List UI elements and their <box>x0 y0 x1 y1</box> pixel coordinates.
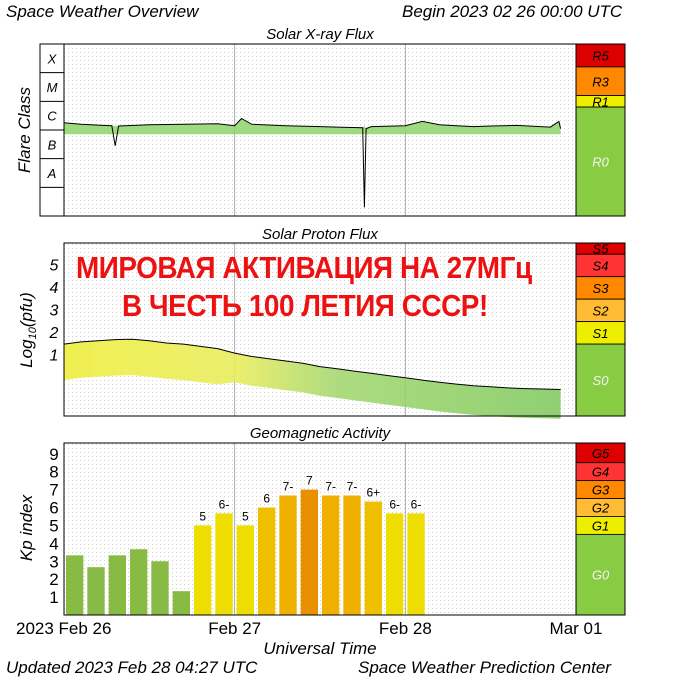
kp-tick-5: 5 <box>49 516 58 535</box>
proton-tick-5: 5 <box>50 257 59 274</box>
proton-tick-4: 4 <box>50 280 59 297</box>
kp-bar-label: 7 <box>306 474 313 488</box>
scale-segment-r0 <box>575 106 626 217</box>
scale-label-g0: G0 <box>592 568 610 583</box>
scale-label-g3: G3 <box>592 483 610 498</box>
footer-updated: Updated 2023 Feb 28 04:27 UTC <box>6 658 258 677</box>
kp-tick-7: 7 <box>49 481 58 500</box>
kp-bar <box>130 549 148 615</box>
overlay-line-1: МИРОВАЯ АКТИВАЦИЯ НА 27МГц <box>76 250 532 285</box>
kp-ylabel: Kp index <box>17 494 36 561</box>
kp-bar <box>300 489 318 615</box>
kp-tick-8: 8 <box>49 463 58 482</box>
proton-tick-2: 2 <box>49 325 59 342</box>
xray-title: Solar X-ray Flux <box>266 26 374 43</box>
scale-label-r3: R3 <box>592 74 609 89</box>
flare-class-c: C <box>47 109 57 124</box>
kp-tick-3: 3 <box>49 552 58 571</box>
kp-bar <box>343 495 361 615</box>
proton-ylabel: Log10(pfu) <box>17 292 39 368</box>
kp-bar <box>87 567 105 615</box>
scale-label-g1: G1 <box>592 518 609 533</box>
kp-bar-label: 6- <box>219 497 230 511</box>
kp-bar <box>407 513 425 615</box>
kp-tick-1: 1 <box>49 588 58 607</box>
kp-bar <box>215 513 233 615</box>
kp-bar-label: 7- <box>283 479 294 493</box>
overlay-line-2: В ЧЕСТЬ 100 ЛЕТИЯ СССР! <box>122 288 488 323</box>
kp-bar-label: 6- <box>389 497 400 511</box>
kp-bar <box>108 555 126 615</box>
kp-bar <box>66 555 84 615</box>
flare-class-b: B <box>48 137 57 152</box>
scale-label-s3: S3 <box>593 281 610 296</box>
kp-bar-label: 5 <box>242 509 249 523</box>
kp-bar <box>386 513 404 615</box>
kp-bar <box>364 501 382 615</box>
proton-flux-line <box>63 338 561 390</box>
xray-flux-line <box>63 117 562 208</box>
kp-bar-label: 5 <box>199 509 206 523</box>
flare-class-a: A <box>47 166 57 181</box>
kp-bar <box>258 507 276 615</box>
time-tick-3: Mar 01 <box>550 619 603 638</box>
scale-label-r0: R0 <box>592 155 609 170</box>
scale-segment-g0 <box>575 533 626 616</box>
proton-tick-1: 1 <box>50 347 59 364</box>
time-tick-2: Feb 28 <box>379 619 432 638</box>
kp-bar <box>151 561 169 615</box>
header-left: Space Weather Overview <box>6 2 199 21</box>
kp-bar <box>236 525 254 615</box>
time-axis-title: Universal Time <box>263 639 376 658</box>
kp-title: Geomagnetic Activity <box>250 425 392 442</box>
scale-segment-r3 <box>575 66 626 97</box>
header-right: Begin 2023 02 26 00:00 UTC <box>402 2 623 21</box>
kp-tick-9: 9 <box>49 445 58 464</box>
time-tick-1: Feb 27 <box>208 619 261 638</box>
kp-bar-label: 7- <box>347 479 358 493</box>
scale-label-s2: S2 <box>593 303 610 318</box>
scale-label-s1: S1 <box>593 326 609 341</box>
kp-tick-4: 4 <box>49 534 58 553</box>
plot-area-3 <box>64 443 576 615</box>
footer-center: Space Weather Prediction Center <box>358 658 611 677</box>
scale-label-g4: G4 <box>592 465 609 480</box>
kp-bar <box>172 591 190 615</box>
scale-label-s5: S5 <box>593 242 610 257</box>
proton-flux-band <box>64 339 561 419</box>
panel-border-3 <box>63 442 626 616</box>
kp-bar <box>279 495 297 615</box>
kp-bar-label: 7- <box>325 479 336 493</box>
scale-segment-s0 <box>575 343 626 417</box>
scale-label-g2: G2 <box>592 501 610 516</box>
panel-border-2 <box>63 242 626 417</box>
kp-bar <box>322 495 340 615</box>
flare-class-m: M <box>47 80 58 95</box>
proton-title: Solar Proton Flux <box>262 226 378 243</box>
kp-bar-label: 6 <box>263 492 270 506</box>
xray-ylabel: Flare Class <box>15 87 34 173</box>
scale-label-g5: G5 <box>592 446 610 461</box>
kp-tick-6: 6 <box>49 499 58 518</box>
scale-label-r1: R1 <box>592 94 609 109</box>
time-tick-0: 2023 Feb 26 <box>16 619 111 638</box>
panel-border-1 <box>63 43 626 217</box>
proton-tick-3: 3 <box>50 302 59 319</box>
kp-tick-2: 2 <box>49 570 58 589</box>
flare-class-x: X <box>47 51 58 66</box>
kp-bar <box>194 525 212 615</box>
scale-label-s4: S4 <box>593 258 609 273</box>
kp-bar-label: 6- <box>411 497 422 511</box>
kp-bar-label: 6+ <box>366 486 380 500</box>
scale-label-r5: R5 <box>592 48 609 63</box>
scale-label-s0: S0 <box>593 373 610 388</box>
